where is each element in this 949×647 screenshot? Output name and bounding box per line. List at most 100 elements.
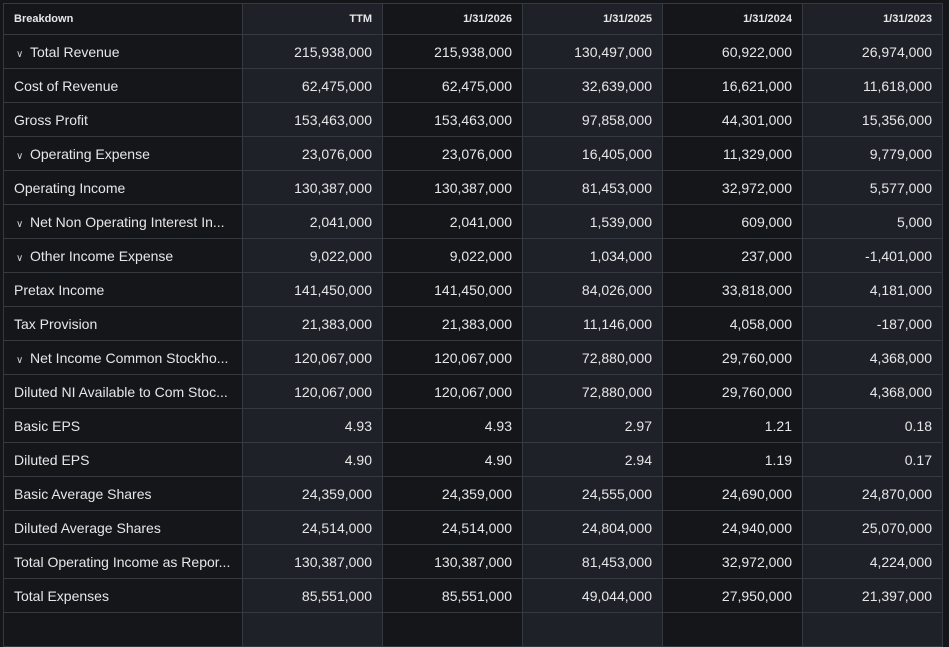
table-row: Total Expenses 85,551,000 85,551,000 49,044…	[3, 578, 943, 613]
row-label-cell: Total Expenses	[3, 578, 243, 613]
table-row: Total Operating Income as Repor... 130,38…	[3, 544, 943, 579]
value-cell: 24,940,000	[662, 510, 803, 545]
chevron-down-icon[interactable]: ∨	[16, 354, 24, 366]
value-cell: 81,453,000	[522, 170, 663, 205]
table-row: Diluted EPS 4.90 4.90 2.94 1.19 0.17	[3, 442, 943, 477]
value-cell: 9,022,000	[382, 238, 523, 273]
value-cell: 141,450,000	[382, 272, 523, 307]
row-label: Total Revenue	[30, 43, 120, 60]
value-cell: 1,034,000	[522, 238, 663, 273]
header-period: 1/31/2026	[382, 3, 523, 35]
value-cell	[662, 612, 803, 647]
table-row: Diluted NI Available to Com Stoc... 120,0…	[3, 374, 943, 409]
row-label-cell: Tax Provision	[3, 306, 243, 341]
value-cell: 130,497,000	[522, 34, 663, 69]
row-label: Basic Average Shares	[14, 485, 152, 502]
value-cell: 27,950,000	[662, 578, 803, 613]
table-row: ∨ Net Income Common Stockho... 120,067,000…	[3, 340, 943, 375]
value-cell: 21,383,000	[382, 306, 523, 341]
value-cell: 9,779,000	[802, 136, 943, 171]
value-cell: 24,555,000	[522, 476, 663, 511]
value-cell: 44,301,000	[662, 102, 803, 137]
value-cell: 120,067,000	[382, 374, 523, 409]
table-row: Gross Profit 153,463,000 153,463,000 97,858…	[3, 102, 943, 137]
value-cell: 60,922,000	[662, 34, 803, 69]
header-period: 1/31/2024	[662, 3, 803, 35]
row-label-cell: Diluted Average Shares	[3, 510, 243, 545]
row-label-cell: Pretax Income	[3, 272, 243, 307]
value-cell: 24,514,000	[242, 510, 383, 545]
row-label-cell: Basic EPS	[3, 408, 243, 443]
row-label: Total Expenses	[14, 587, 109, 604]
header-period: 1/31/2025	[522, 3, 663, 35]
table-row: Cost of Revenue 62,475,000 62,475,000 32,63…	[3, 68, 943, 103]
value-cell: 120,067,000	[242, 374, 383, 409]
value-cell: 24,514,000	[382, 510, 523, 545]
header-period: 1/31/2023	[802, 3, 943, 35]
row-label-cell: Cost of Revenue	[3, 68, 243, 103]
value-cell: 4,181,000	[802, 272, 943, 307]
row-label: Net Non Operating Interest In...	[30, 213, 225, 230]
value-cell: 609,000	[662, 204, 803, 239]
value-cell: 130,387,000	[382, 544, 523, 579]
row-label-cell[interactable]: ∨ Other Income Expense	[3, 238, 243, 273]
value-cell: 9,022,000	[242, 238, 383, 273]
value-cell	[802, 612, 943, 647]
value-cell: 97,858,000	[522, 102, 663, 137]
row-label-cell: Total Operating Income as Repor...	[3, 544, 243, 579]
value-cell: 4,058,000	[662, 306, 803, 341]
row-label-cell[interactable]: ∨ Total Revenue	[3, 34, 243, 69]
value-cell: 16,405,000	[522, 136, 663, 171]
value-cell: 32,972,000	[662, 544, 803, 579]
value-cell: 4,224,000	[802, 544, 943, 579]
row-label-cell[interactable]: ∨ Operating Expense	[3, 136, 243, 171]
table-row	[3, 612, 943, 647]
row-label: Operating Income	[14, 179, 126, 196]
value-cell: 215,938,000	[382, 34, 523, 69]
table-row: ∨ Other Income Expense 9,022,000 9,022,000 1…	[3, 238, 943, 273]
row-label: Tax Provision	[14, 315, 98, 332]
chevron-down-icon[interactable]: ∨	[16, 150, 24, 162]
chevron-down-icon[interactable]: ∨	[16, 252, 24, 264]
value-cell: 4.93	[382, 408, 523, 443]
value-cell: 21,397,000	[802, 578, 943, 613]
value-cell: 11,146,000	[522, 306, 663, 341]
value-cell: 153,463,000	[242, 102, 383, 137]
table-row: Pretax Income 141,450,000 141,450,000 84,02…	[3, 272, 943, 307]
row-label: Basic EPS	[14, 417, 81, 434]
row-label: Other Income Expense	[30, 247, 174, 264]
row-label: Cost of Revenue	[14, 77, 119, 94]
row-label: Net Income Common Stockho...	[30, 349, 229, 366]
row-label-cell[interactable]: ∨ Net Non Operating Interest In...	[3, 204, 243, 239]
income-statement-table: Breakdown TTM 1/31/2026 1/31/2025 1/31/2024 1…	[3, 3, 943, 647]
value-cell: 2.97	[522, 408, 663, 443]
value-cell: 4.93	[242, 408, 383, 443]
value-cell: 24,359,000	[242, 476, 383, 511]
row-label-cell[interactable]: ∨ Net Income Common Stockho...	[3, 340, 243, 375]
row-label: Diluted Average Shares	[14, 519, 161, 536]
value-cell: 1.19	[662, 442, 803, 477]
value-cell: 62,475,000	[242, 68, 383, 103]
value-cell: 237,000	[662, 238, 803, 273]
row-label: Operating Expense	[30, 145, 150, 162]
value-cell: 130,387,000	[242, 170, 383, 205]
value-cell: 141,450,000	[242, 272, 383, 307]
row-label: Total Operating Income as Repor...	[14, 553, 231, 570]
row-label-cell: Operating Income	[3, 170, 243, 205]
value-cell: 32,972,000	[662, 170, 803, 205]
chevron-down-icon[interactable]: ∨	[16, 218, 24, 230]
table-row: Tax Provision 21,383,000 21,383,000 11,146,…	[3, 306, 943, 341]
value-cell: 16,621,000	[662, 68, 803, 103]
value-cell: 2,041,000	[242, 204, 383, 239]
value-cell: 5,000	[802, 204, 943, 239]
value-cell: 85,551,000	[382, 578, 523, 613]
value-cell: -1,401,000	[802, 238, 943, 273]
chevron-down-icon[interactable]: ∨	[16, 48, 24, 60]
value-cell: 29,760,000	[662, 374, 803, 409]
value-cell: 84,026,000	[522, 272, 663, 307]
value-cell: 26,974,000	[802, 34, 943, 69]
value-cell: 11,329,000	[662, 136, 803, 171]
row-label: Diluted EPS	[14, 451, 90, 468]
value-cell: 72,880,000	[522, 340, 663, 375]
value-cell: 72,880,000	[522, 374, 663, 409]
